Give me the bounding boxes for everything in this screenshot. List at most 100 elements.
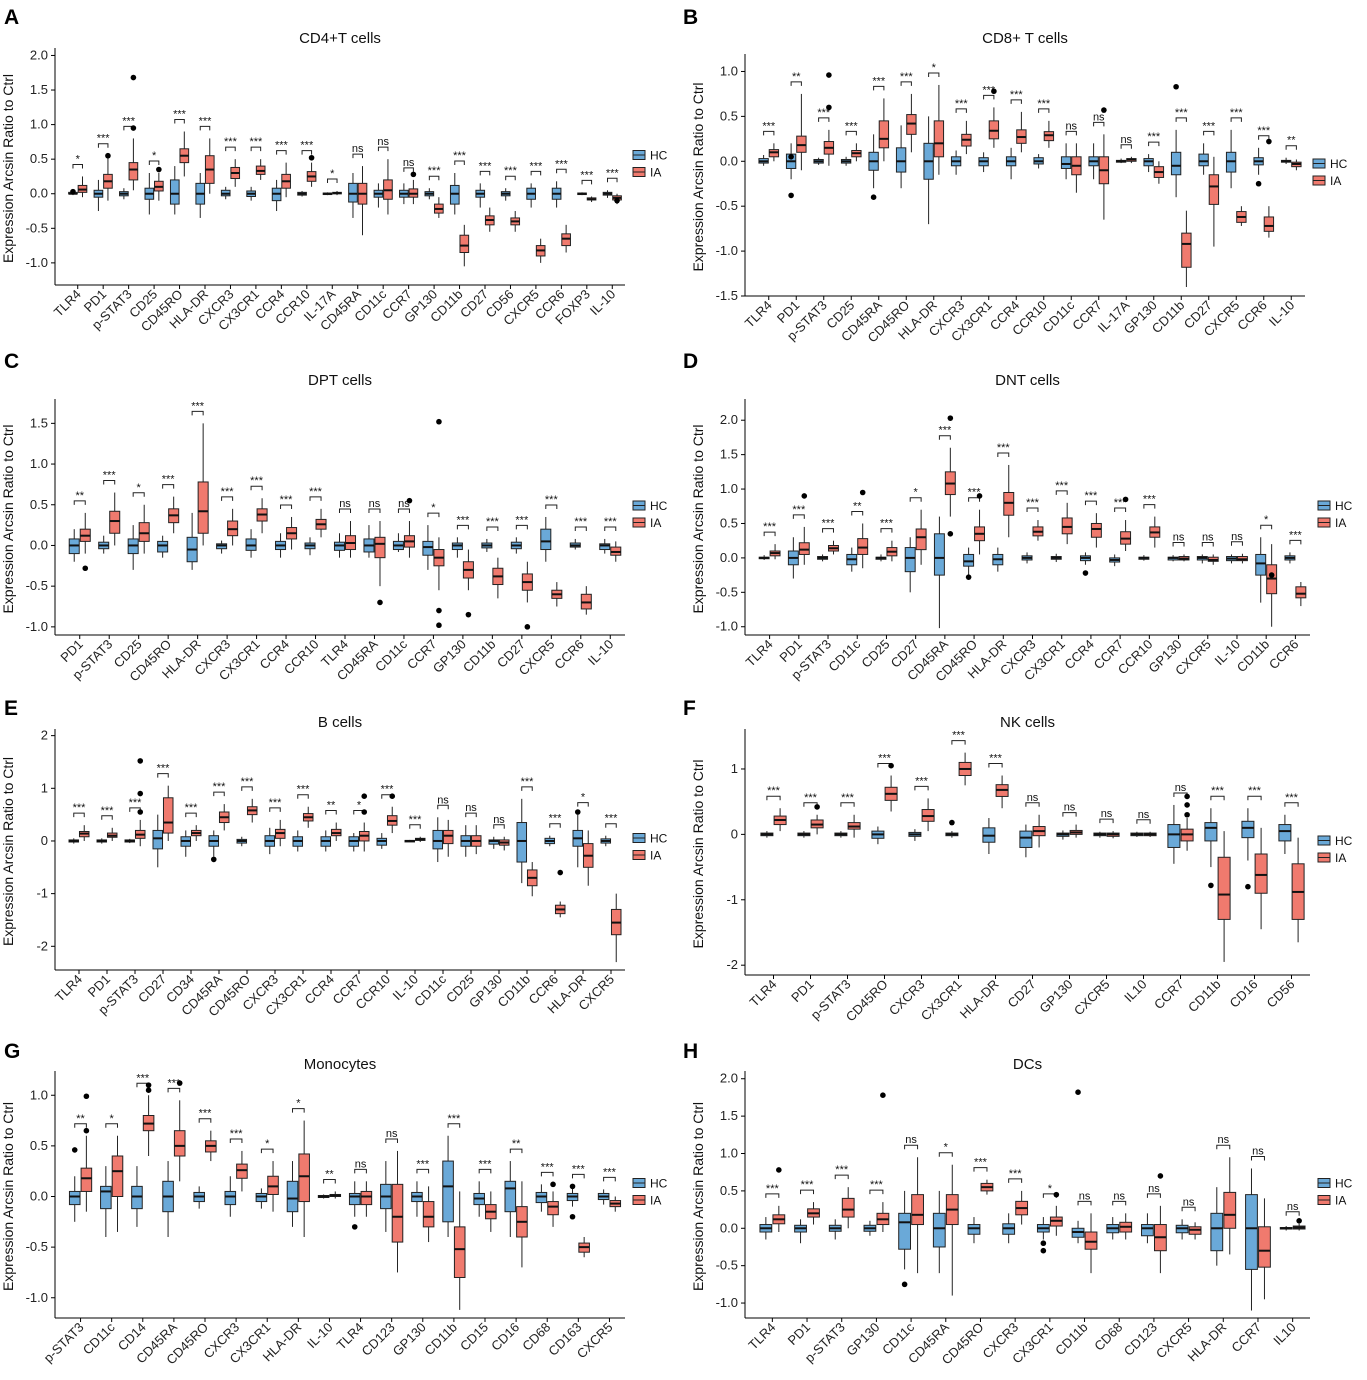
x-tick-label: CCR7 xyxy=(1151,977,1187,1013)
significance-bracket xyxy=(72,163,83,169)
significance-label: * xyxy=(330,168,335,180)
significance-bracket xyxy=(800,1189,815,1195)
outlier-point xyxy=(788,192,794,199)
significance-label: *** xyxy=(915,775,929,787)
x-tick-label: CCR6 xyxy=(1234,298,1270,334)
box-ia xyxy=(561,224,571,253)
box-hc xyxy=(544,835,556,847)
box-ia xyxy=(995,775,1009,809)
box-ia xyxy=(1069,824,1083,838)
box-hc xyxy=(794,1219,807,1244)
significance-label: ns xyxy=(386,1128,398,1140)
x-tick-label: CX3CR1 xyxy=(918,977,965,1024)
significance-label: ns xyxy=(1252,1145,1264,1157)
outlier-point xyxy=(880,1092,886,1098)
significance-bracket xyxy=(766,795,781,801)
box-body xyxy=(100,1185,112,1210)
significance-bracket xyxy=(1084,500,1097,506)
box-ia xyxy=(810,814,824,835)
significance-bracket xyxy=(409,824,421,829)
box-hc xyxy=(1036,1217,1050,1240)
box-ia xyxy=(884,775,898,812)
box-body xyxy=(1061,517,1073,535)
legend-hc-label: HC xyxy=(1330,157,1348,171)
box-body xyxy=(348,182,358,203)
y-tick-label: 1.0 xyxy=(720,63,738,78)
significance-label: *** xyxy=(199,1108,213,1120)
box-hc xyxy=(481,538,493,552)
outlier-point xyxy=(947,531,954,537)
box-body xyxy=(933,120,945,158)
y-tick-label: -1.0 xyxy=(26,255,48,270)
box-ia xyxy=(1295,581,1307,607)
box-hc xyxy=(1115,158,1127,164)
box-ia xyxy=(1223,1157,1237,1255)
box-body xyxy=(109,510,121,534)
x-tick-label: PD1 xyxy=(788,977,816,1005)
box-body xyxy=(540,528,552,551)
outlier-point xyxy=(1208,882,1214,889)
significance-bracket xyxy=(309,496,322,501)
box-hc xyxy=(1033,154,1044,169)
panel-title: CD8+ T cells xyxy=(982,30,1068,47)
y-axis-label: Expression Arcsin Ratio to Ctrl xyxy=(0,1102,16,1291)
box-hc xyxy=(152,814,164,868)
box-hc xyxy=(376,833,388,849)
box-hc xyxy=(68,1176,81,1222)
y-axis-label: Expression Arcsin Ratio to Ctrl xyxy=(0,74,16,263)
box-body xyxy=(895,147,907,173)
box-body xyxy=(224,1190,237,1206)
y-tick-label: 2.0 xyxy=(720,1071,738,1086)
x-tick-label: CD11c xyxy=(411,971,449,1009)
box-body xyxy=(878,120,890,149)
significance-bracket xyxy=(1025,802,1040,807)
box-ia xyxy=(582,830,594,886)
box-hc xyxy=(1253,147,1264,175)
significance-bracket xyxy=(101,815,113,820)
box-body xyxy=(1141,1224,1154,1237)
x-tick-label: CD25 xyxy=(858,637,892,671)
outlier-point xyxy=(569,1183,576,1190)
outlier-point xyxy=(550,1181,556,1188)
significance-bracket xyxy=(1216,1144,1231,1150)
box-ia xyxy=(230,159,241,187)
y-tick-label: 1.5 xyxy=(720,447,738,462)
x-tick-label: CCR6 xyxy=(551,637,587,673)
box-ia xyxy=(77,176,88,198)
x-tick-label: IL-10 xyxy=(587,287,619,319)
y-tick-label: 2 xyxy=(41,728,48,743)
significance-bracket xyxy=(603,1176,616,1182)
box-hc xyxy=(186,512,198,570)
y-tick-label: 0.0 xyxy=(30,1189,48,1204)
significance-bracket xyxy=(505,175,516,181)
y-axis-label: Expression Arcsin Ratio to Ctrl xyxy=(690,1102,706,1291)
significance-bracket xyxy=(427,512,440,518)
panel-title: DNT cells xyxy=(995,372,1060,389)
box-ia xyxy=(1032,520,1044,541)
significance-label: *** xyxy=(122,115,136,127)
y-tick-label: -1.0 xyxy=(716,243,738,258)
outlier-point xyxy=(1040,1247,1047,1254)
box-hc xyxy=(216,540,228,554)
box-ia xyxy=(179,131,190,177)
box-hc xyxy=(131,1166,143,1227)
box-hc xyxy=(566,1186,579,1207)
significance-bracket xyxy=(191,410,204,416)
y-tick-label: 2.0 xyxy=(720,412,738,427)
box-hc xyxy=(1019,824,1033,858)
box-hc xyxy=(1225,129,1237,189)
x-tick-label: GP130 xyxy=(430,637,469,676)
significance-label: ns xyxy=(1064,802,1076,814)
box-hc xyxy=(245,529,257,558)
box-ia xyxy=(345,521,357,558)
significance-bracket xyxy=(914,785,929,791)
box-ia xyxy=(841,1187,855,1229)
significance-bracket xyxy=(397,508,410,514)
legend-ia-label: IA xyxy=(1335,516,1346,530)
significance-label: *** xyxy=(766,1183,780,1195)
significance-label: ** xyxy=(327,800,336,812)
box-hc xyxy=(758,555,770,560)
box-body xyxy=(162,797,174,834)
legend-hc-label: HC xyxy=(650,499,668,513)
significance-bracket xyxy=(229,1138,243,1143)
